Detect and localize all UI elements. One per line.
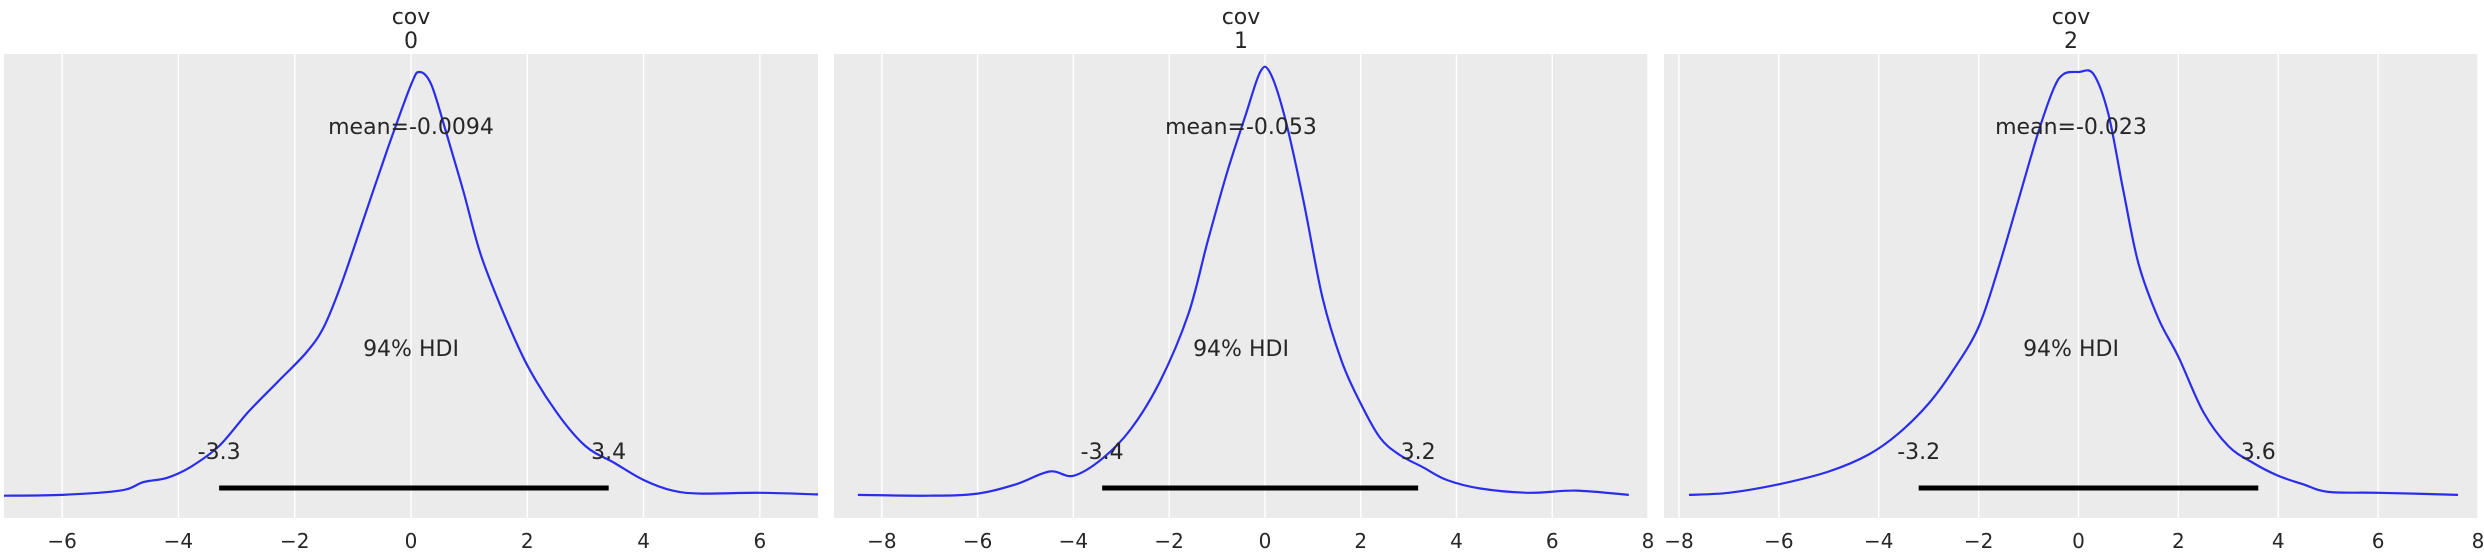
x-tick-label: −2	[1964, 529, 1993, 552]
panel-title-line: 2	[2064, 29, 2078, 54]
x-tick-label: 0	[2072, 529, 2085, 552]
panel-title-line: cov	[1222, 5, 1261, 30]
x-tick-label: −2	[280, 529, 309, 552]
panel-title-line: 1	[1234, 29, 1248, 54]
x-tick-label: 6	[1546, 529, 1559, 552]
hdi-upper-label: 3.4	[591, 440, 626, 465]
x-tick-label: 2	[1354, 529, 1367, 552]
x-tick-label: 6	[753, 529, 766, 552]
hdi-lower-label: -3.2	[1897, 440, 1940, 465]
x-tick-label: 4	[1450, 529, 1463, 552]
x-tick-label: 6	[2372, 529, 2385, 552]
density-curve	[3, 70, 819, 497]
mean-label: mean=-0.053	[1165, 115, 1317, 140]
hdi-label: 94% HDI	[363, 337, 459, 362]
x-tick-label: −6	[963, 529, 992, 552]
x-tick-label: 2	[2172, 529, 2185, 552]
x-tick-label: −6	[1764, 529, 1793, 552]
x-tick-label: −4	[1864, 529, 1893, 552]
mean-label: mean=-0.0094	[328, 115, 494, 140]
x-tick-label: −8	[867, 529, 896, 552]
x-tick-label: 4	[2272, 529, 2285, 552]
plot-background	[1664, 54, 2478, 518]
x-tick-label: 0	[1259, 529, 1272, 552]
x-tick-label: 4	[637, 529, 650, 552]
x-tick-label: 2	[521, 529, 534, 552]
hdi-label: 94% HDI	[2023, 337, 2119, 362]
x-tick-label: −2	[1154, 529, 1183, 552]
hdi-upper-label: 3.6	[2241, 440, 2276, 465]
x-tick-label: −8	[1664, 529, 1693, 552]
hdi-label: 94% HDI	[1193, 337, 1289, 362]
density-curve	[857, 65, 1629, 497]
density-curve	[1688, 69, 2459, 496]
panel-title-line: cov	[2052, 5, 2091, 30]
hdi-upper-label: 3.2	[1401, 440, 1436, 465]
x-tick-label: 0	[405, 529, 418, 552]
x-tick-label: 8	[1642, 529, 1655, 552]
hdi-lower-label: -3.4	[1081, 440, 1124, 465]
x-tick-label: −6	[47, 529, 76, 552]
hdi-lower-label: -3.3	[198, 440, 241, 465]
panel-title-line: 0	[404, 29, 418, 54]
x-tick-label: 8	[2472, 529, 2484, 552]
panel-title-line: cov	[392, 5, 431, 30]
x-tick-label: −4	[164, 529, 193, 552]
mean-label: mean=-0.023	[1995, 115, 2147, 140]
x-tick-label: −4	[1059, 529, 1088, 552]
